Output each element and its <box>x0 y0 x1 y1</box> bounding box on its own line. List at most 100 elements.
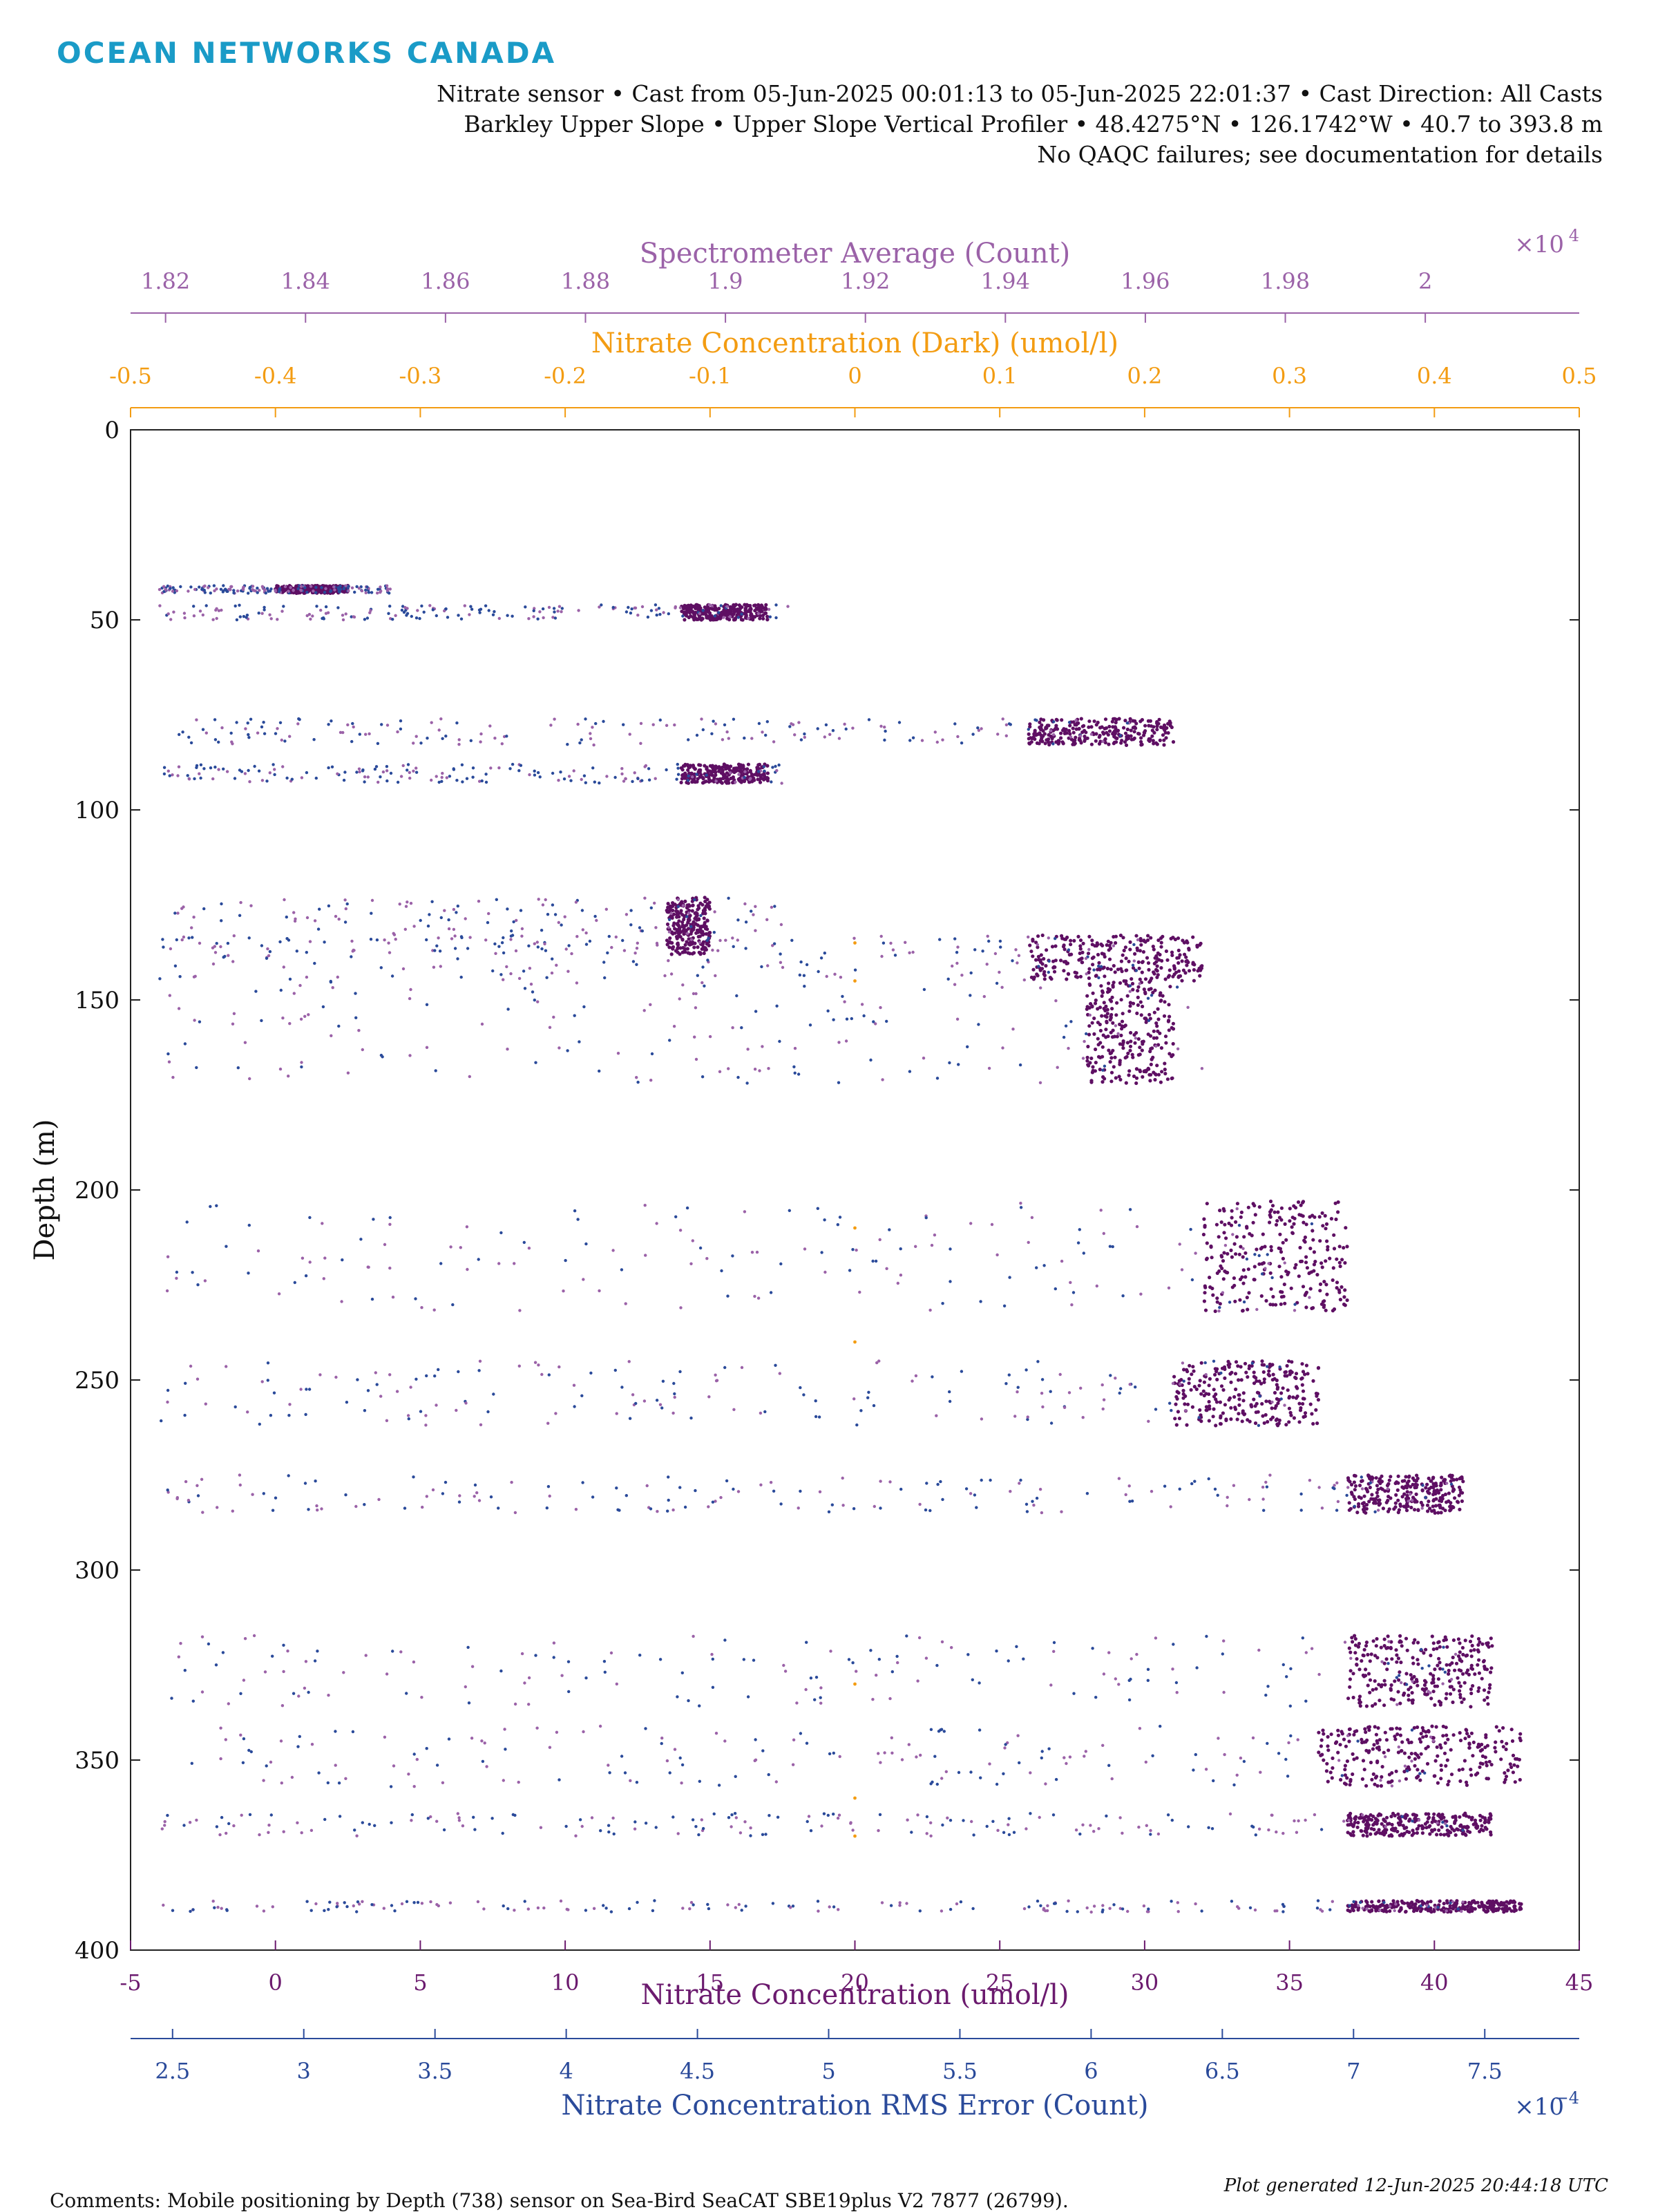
scatter-point <box>1266 1685 1270 1688</box>
scatter-point <box>308 1260 312 1264</box>
scatter-point <box>633 952 637 955</box>
scatter-point <box>629 612 633 615</box>
scatter-point <box>1407 1741 1411 1745</box>
scatter-point <box>728 605 732 609</box>
scatter-point <box>763 769 766 773</box>
scatter-point <box>180 938 184 942</box>
scatter-point <box>1096 952 1100 957</box>
scatter-point <box>1195 943 1199 947</box>
scatter-point <box>1205 1256 1209 1260</box>
scatter-point <box>1163 728 1167 732</box>
scatter-point <box>598 781 601 785</box>
scatter-point <box>173 964 178 968</box>
scatter-point <box>808 1023 812 1027</box>
scatter-point <box>334 914 338 918</box>
scatter-point <box>1347 1508 1351 1512</box>
scatter-point <box>1427 1487 1431 1491</box>
scatter-point <box>221 1651 225 1654</box>
scatter-point <box>969 1492 973 1495</box>
scatter-point <box>1175 1691 1179 1694</box>
scatter-point <box>1376 1509 1380 1512</box>
scatter-point <box>1252 1370 1256 1374</box>
scatter-point <box>1398 1504 1402 1508</box>
scatter-point <box>409 902 413 905</box>
scatter-point <box>1301 1200 1306 1204</box>
scatter-point <box>734 767 739 771</box>
scatter-point <box>755 1250 759 1254</box>
scatter-point <box>924 1508 928 1512</box>
scatter-point <box>319 608 323 612</box>
scatter-point <box>437 1368 440 1372</box>
scatter-point <box>1113 725 1117 729</box>
scatter-point <box>381 770 385 774</box>
scatter-point <box>1268 1215 1273 1219</box>
scatter-point <box>1054 937 1057 940</box>
scatter-point <box>1097 964 1100 968</box>
scatter-point <box>1231 1233 1235 1236</box>
scatter-point <box>1263 1245 1267 1249</box>
scatter-point <box>326 611 330 614</box>
scatter-point <box>502 978 505 981</box>
scatter-point <box>527 617 531 621</box>
scatter-point <box>161 938 164 941</box>
scatter-point <box>1101 1068 1105 1072</box>
scatter-point <box>247 936 251 940</box>
scatter-point <box>1237 1397 1241 1401</box>
scatter-point <box>1339 1777 1343 1782</box>
scatter-point <box>1372 1743 1376 1747</box>
scatter-point <box>1438 1703 1442 1707</box>
scatter-point <box>553 717 556 721</box>
scatter-point <box>379 966 383 970</box>
scatter-point <box>759 609 763 614</box>
scatter-point <box>1338 1743 1342 1747</box>
scatter-point <box>1218 1209 1222 1213</box>
scatter-point <box>1262 1377 1266 1381</box>
scatter-point <box>1068 732 1072 736</box>
scatter-point <box>276 618 279 621</box>
scatter-point <box>1073 970 1077 974</box>
scatter-point <box>1212 1407 1216 1411</box>
scatter-point <box>1456 1637 1460 1641</box>
scatter-point <box>620 1386 624 1389</box>
scatter-point <box>268 613 271 616</box>
scatter-point <box>1159 1080 1163 1084</box>
scatter-point <box>844 1039 848 1043</box>
scatter-point <box>1060 1510 1063 1513</box>
scatter-point <box>1128 717 1132 721</box>
scatter-point <box>935 1782 940 1786</box>
scatter-point <box>1279 1302 1283 1306</box>
scatter-point <box>489 766 493 770</box>
scatter-point <box>657 607 661 610</box>
scatter-point <box>288 977 292 981</box>
scatter-point <box>160 1419 163 1423</box>
scatter-point <box>818 1490 822 1493</box>
scatter-point <box>624 1302 627 1305</box>
scatter-point <box>1375 1741 1380 1745</box>
scatter-point <box>1412 1478 1416 1482</box>
scatter-point <box>1504 1747 1508 1752</box>
scatter-point <box>1215 1271 1219 1275</box>
scatter-point <box>711 1685 715 1689</box>
scatter-point <box>676 773 680 776</box>
scatter-point <box>573 1014 576 1017</box>
scatter-point <box>575 981 579 985</box>
scatter-point <box>687 911 691 915</box>
scatter-point <box>1453 1496 1457 1500</box>
scatter-point <box>232 1012 236 1016</box>
scatter-point <box>1349 1650 1353 1654</box>
scatter-point <box>685 915 689 918</box>
scatter-point <box>405 614 408 617</box>
scatter-point <box>376 592 379 595</box>
scatter-point <box>177 765 181 768</box>
scatter-point <box>1042 1264 1046 1267</box>
scatter-point <box>354 1016 358 1020</box>
scatter-point <box>706 958 709 962</box>
scatter-point <box>1168 1014 1172 1019</box>
scatter-point <box>1162 743 1166 747</box>
scatter-point <box>703 605 707 609</box>
scatter-point <box>522 970 526 973</box>
scatter-point <box>1126 1051 1130 1055</box>
scatter-point <box>707 905 711 909</box>
scatter-point <box>1052 1641 1056 1645</box>
scatter-point <box>1427 1664 1431 1667</box>
